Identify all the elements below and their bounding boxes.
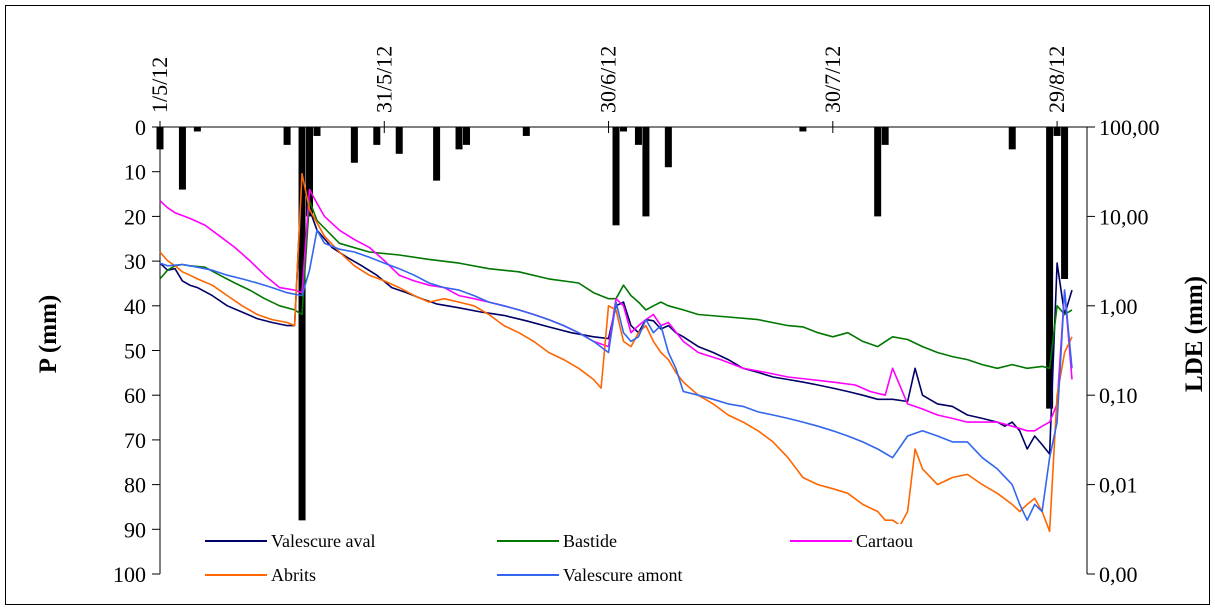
- precip-bar: [433, 127, 441, 181]
- precip-bar: [373, 127, 381, 145]
- precip-bar: [522, 127, 530, 136]
- series-lines: [159, 172, 1073, 533]
- precip-bar: [178, 127, 186, 190]
- precip-bar: [874, 127, 882, 217]
- precip-bar: [463, 127, 471, 145]
- legend-label: Cartaou: [856, 531, 913, 551]
- precip-bar: [642, 127, 650, 217]
- left-tick-label: 80: [124, 473, 146, 498]
- left-tick-label: 30: [124, 249, 146, 274]
- precip-bar: [634, 127, 642, 145]
- series-line-abrits: [159, 172, 1073, 533]
- legend-label: Valescure aval: [271, 531, 375, 551]
- precip-bar: [395, 127, 403, 154]
- left-tick-label: 100: [113, 562, 146, 587]
- right-tick-label: 0,00: [1099, 562, 1138, 587]
- left-tick-label: 90: [124, 517, 146, 542]
- precip-bar: [664, 127, 672, 168]
- left-axis-title: P (mm): [35, 295, 62, 373]
- left-tick-label: 40: [124, 294, 146, 319]
- legend-background: [178, 524, 968, 574]
- precip-bar: [1046, 127, 1054, 409]
- precip-bar: [298, 127, 306, 521]
- axes-layer: [152, 121, 1095, 575]
- left-tick-label: 0: [135, 115, 146, 140]
- precip-bar: [1061, 127, 1069, 279]
- precip-bar: [306, 127, 314, 217]
- precipitation-bars: [156, 127, 1069, 521]
- right-axis-title: LDE (mm): [1181, 276, 1208, 392]
- precip-bar: [1008, 127, 1016, 150]
- precip-bar: [283, 127, 291, 145]
- x-tick-label: 1/5/12: [147, 57, 172, 113]
- right-tick-label: 1,00: [1099, 294, 1138, 319]
- legend-label: Bastide: [563, 531, 617, 551]
- precip-bar: [350, 127, 358, 163]
- series-line-bastide: [159, 199, 1073, 370]
- legend-label: Abrits: [271, 565, 316, 585]
- precip-bar: [1053, 127, 1061, 136]
- precip-bar: [612, 127, 620, 226]
- x-tick-label: 29/8/12: [1044, 46, 1069, 113]
- right-tick-label: 100,00: [1099, 115, 1160, 140]
- right-tick-label: 0,10: [1099, 383, 1138, 408]
- left-tick-label: 60: [124, 383, 146, 408]
- precip-bar: [156, 127, 164, 150]
- chart-border: [5, 5, 1210, 605]
- x-tick-label: 30/7/12: [820, 46, 845, 113]
- left-tick-label: 50: [124, 339, 146, 364]
- tick-labels: 0 10 20 30 40 50 60 70 80 90 100 100,00 10,00 1,00 0,1…: [113, 46, 1160, 587]
- legend: Valescure aval Bastide Cartaou Abrits Valesc…: [178, 524, 968, 585]
- precip-bar: [455, 127, 463, 150]
- precip-bar: [881, 127, 889, 145]
- x-tick-label: 30/6/12: [596, 46, 621, 113]
- legend-label: Valescure amont: [563, 565, 682, 585]
- precip-bar: [799, 127, 807, 132]
- series-line-cartaou: [159, 188, 1073, 432]
- series-line-valescure-amont: [159, 229, 1073, 522]
- right-tick-label: 10,00: [1099, 204, 1149, 229]
- precip-bar: [313, 127, 321, 136]
- left-tick-label: 20: [124, 204, 146, 229]
- precip-bar: [620, 127, 627, 132]
- right-tick-label: 0,01: [1099, 473, 1138, 498]
- x-tick-label: 31/5/12: [371, 46, 396, 113]
- precip-bar: [193, 127, 201, 132]
- left-tick-label: 10: [124, 160, 146, 185]
- left-tick-label: 70: [124, 428, 146, 453]
